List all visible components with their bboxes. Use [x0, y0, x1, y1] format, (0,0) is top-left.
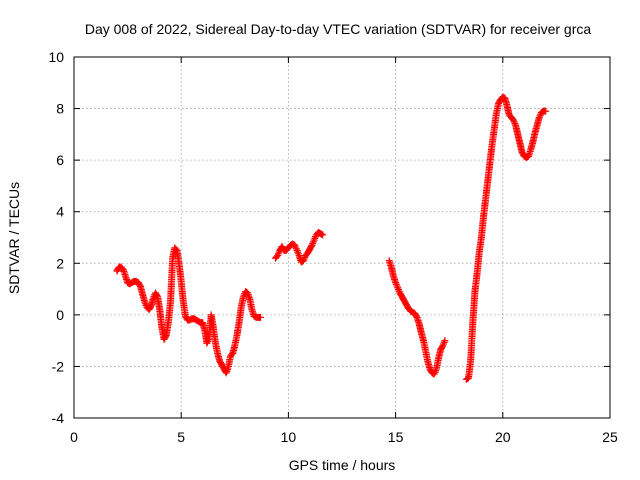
data-point [394, 284, 402, 292]
data-point [299, 257, 307, 265]
data-point [430, 370, 438, 378]
data-point [510, 118, 518, 126]
y-tick-label: 4 [56, 204, 64, 220]
x-tick-label: 10 [281, 429, 297, 445]
data-point [307, 243, 315, 251]
plot-frame [73, 56, 611, 419]
data-point [204, 336, 212, 344]
x-tick-label: 0 [70, 429, 78, 445]
data-point [510, 116, 518, 124]
axis-ticks [73, 56, 611, 419]
data-point [392, 280, 400, 288]
y-tick-label: 0 [56, 307, 64, 323]
y-tick-labels: -4 -2 0 2 4 6 8 10 [48, 49, 64, 426]
data-point [204, 338, 212, 346]
data-point [439, 342, 447, 350]
x-tick-label: 5 [177, 429, 185, 445]
data-point [141, 298, 149, 306]
data-point [542, 107, 550, 115]
data-point [393, 282, 401, 290]
x-axis-label: GPS time / hours [289, 457, 396, 473]
data-points [113, 93, 550, 383]
data-point [309, 238, 317, 246]
data-point [274, 250, 282, 258]
data-point [309, 240, 317, 248]
y-tick-label: 6 [56, 152, 64, 168]
data-point [394, 286, 402, 294]
data-point [300, 255, 308, 263]
data-point [392, 279, 400, 287]
data-point [141, 300, 149, 308]
data-point [318, 230, 326, 238]
data-point [319, 231, 327, 239]
data-point [275, 248, 283, 256]
data-point [441, 337, 449, 345]
y-tick-label: 10 [48, 49, 64, 65]
y-axis-label: SDTVAR / TECUs [6, 182, 22, 294]
data-point [535, 114, 543, 122]
x-tick-labels: 0 5 10 15 20 25 [70, 429, 618, 445]
data-point [438, 343, 446, 351]
data-point [432, 367, 440, 375]
data-point [294, 248, 302, 256]
data-point [311, 234, 319, 242]
x-tick-label: 25 [602, 429, 618, 445]
data-point [536, 112, 544, 120]
y-tick-label: -4 [52, 410, 65, 426]
data-point [395, 287, 403, 295]
data-point [308, 241, 316, 249]
grid-lines [74, 57, 610, 418]
data-point [293, 246, 301, 254]
y-tick-label: 8 [56, 101, 64, 117]
data-point [440, 338, 448, 346]
data-point [294, 250, 302, 258]
x-tick-label: 15 [388, 429, 404, 445]
data-point [511, 120, 519, 128]
data-point [431, 368, 439, 376]
data-point [291, 241, 299, 249]
y-tick-label: -2 [52, 358, 65, 374]
data-point [439, 340, 447, 348]
chart-title: Day 008 of 2022, Sidereal Day-to-day VTE… [85, 21, 591, 37]
data-point [257, 313, 265, 321]
data-point [239, 293, 247, 301]
y-tick-label: 2 [56, 255, 64, 271]
data-point [292, 243, 300, 251]
x-tick-label: 20 [495, 429, 511, 445]
data-point [203, 339, 211, 347]
data-point [274, 252, 282, 260]
data-point [292, 245, 300, 253]
data-point [310, 236, 318, 244]
